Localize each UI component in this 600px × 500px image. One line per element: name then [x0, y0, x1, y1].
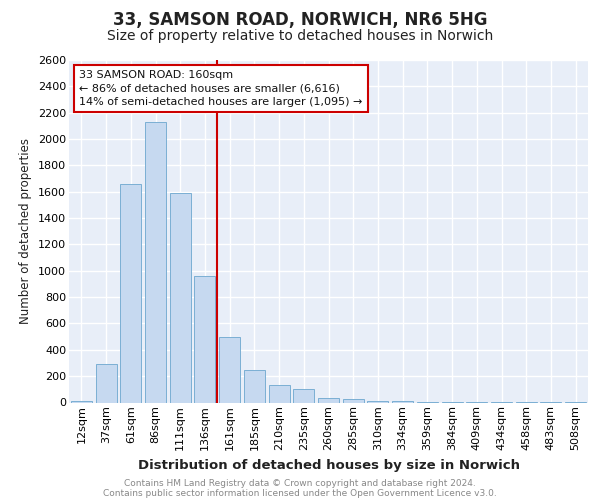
Bar — [367, 400, 388, 402]
Bar — [318, 398, 339, 402]
Bar — [293, 390, 314, 402]
Bar — [120, 184, 141, 402]
Bar — [170, 193, 191, 402]
Bar — [343, 399, 364, 402]
Bar — [145, 122, 166, 402]
Text: 33, SAMSON ROAD, NORWICH, NR6 5HG: 33, SAMSON ROAD, NORWICH, NR6 5HG — [113, 11, 487, 29]
X-axis label: Distribution of detached houses by size in Norwich: Distribution of detached houses by size … — [137, 458, 520, 471]
Bar — [95, 364, 116, 403]
Text: Contains HM Land Registry data © Crown copyright and database right 2024.
Contai: Contains HM Land Registry data © Crown c… — [103, 478, 497, 498]
Text: Size of property relative to detached houses in Norwich: Size of property relative to detached ho… — [107, 29, 493, 43]
Y-axis label: Number of detached properties: Number of detached properties — [19, 138, 32, 324]
Bar — [219, 338, 240, 402]
Bar — [194, 276, 215, 402]
Bar — [71, 400, 92, 402]
Bar — [392, 401, 413, 402]
Bar — [269, 386, 290, 402]
Text: 33 SAMSON ROAD: 160sqm
← 86% of detached houses are smaller (6,616)
14% of semi-: 33 SAMSON ROAD: 160sqm ← 86% of detached… — [79, 70, 363, 106]
Bar — [244, 370, 265, 402]
